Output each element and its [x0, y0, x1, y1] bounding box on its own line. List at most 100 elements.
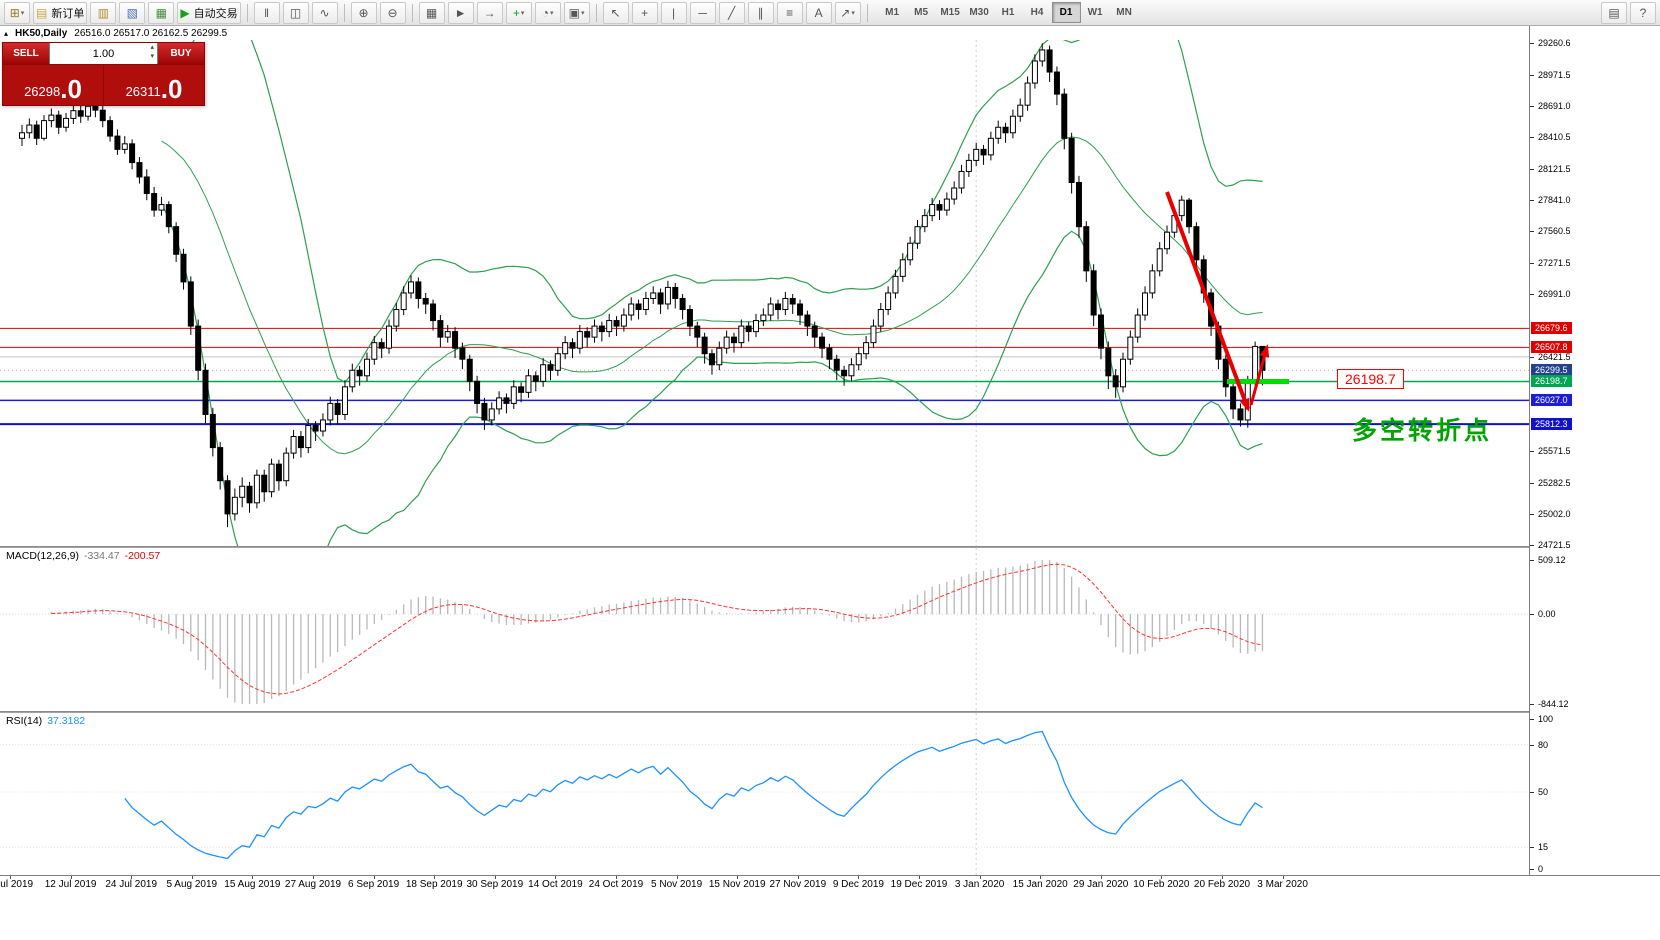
market-watch-icon[interactable]: ▥ — [90, 1, 117, 24]
toolbar-separator — [343, 3, 345, 22]
timeframe-d1[interactable]: D1 — [1051, 2, 1081, 23]
window-list-icon[interactable]: ▤ — [1601, 1, 1627, 24]
help-icon[interactable]: ? — [1630, 1, 1656, 24]
buy-price-frac: .0 — [160, 74, 183, 105]
fibonacci-icon[interactable]: ≡ — [776, 1, 803, 24]
new-chart-icon[interactable]: ⊞ ▾ — [4, 1, 30, 24]
one-click-toggle-icon[interactable]: ▴ — [4, 28, 9, 38]
date-tick — [1100, 876, 1102, 879]
timeframe-m5[interactable]: M5 — [914, 7, 929, 18]
periods-icon[interactable]: ◔ ▾ — [534, 1, 561, 24]
time-scale[interactable]: 2 Jul 2019 12 Jul 2019 24 Jul 2019 5 Aug 20… — [0, 875, 1660, 894]
rsi-panel-chart[interactable] — [0, 713, 1529, 875]
price-scale-label: 28971.5 — [1538, 70, 1571, 81]
text-icon[interactable]: A — [805, 1, 832, 24]
sell-button[interactable]: SELL — [3, 43, 49, 64]
scale-tick — [1530, 169, 1534, 171]
timeframe-m1[interactable]: M1 — [885, 7, 900, 18]
timeframe-w1[interactable]: W1 — [1087, 7, 1103, 18]
scale-tick — [1530, 106, 1534, 108]
crosshair-icon[interactable]: + — [631, 1, 658, 24]
scale-tick — [1530, 450, 1534, 452]
toolbar-separator — [595, 3, 597, 22]
horizontal-line-icon[interactable]: ─ — [689, 1, 716, 24]
date-label: 15 Nov 2019 — [708, 879, 766, 890]
date-label: 3 Jan 2020 — [954, 879, 1005, 890]
date-label: 5 Nov 2019 — [651, 879, 703, 890]
volume-down-icon[interactable]: ▾ — [150, 53, 154, 60]
new-order-button[interactable]: ▤ 新订单 — [33, 1, 88, 24]
timeframe-m15[interactable]: M15 — [940, 7, 960, 18]
cursor-icon[interactable]: ↖ — [602, 1, 629, 24]
terminal-icon[interactable]: ▦ — [148, 1, 175, 24]
buy-button[interactable]: BUY — [158, 43, 204, 64]
timeframe-h4[interactable]: H4 — [1030, 7, 1044, 18]
tile-windows-icon[interactable]: ▦ — [418, 1, 445, 24]
chart-shift-icon[interactable]: → — [476, 1, 503, 24]
date-tick — [1282, 876, 1284, 879]
price-tag: 26679.6 — [1531, 322, 1572, 335]
panel-separator[interactable] — [0, 711, 1660, 713]
rsi-scale-label: 80 — [1538, 739, 1549, 750]
arrow-tools-icon[interactable]: ↗ ▾ — [834, 1, 861, 24]
price-scale-label: 25571.5 — [1538, 445, 1571, 456]
templates-icon[interactable]: ▣ ▾ — [563, 1, 590, 24]
auto-scroll-icon[interactable]: ► — [447, 1, 474, 24]
one-click-trading-panel: SELL 1.00 ▴ ▾ BUY 26298.0 26311.0 — [2, 42, 205, 106]
scale-tick — [1530, 869, 1534, 870]
panel-separator[interactable] — [0, 546, 1660, 548]
candlestick-chart-icon[interactable]: ◫ — [282, 1, 309, 24]
price-scale[interactable]: 29260.6 28971.5 28691.0 28410.5 28121.5 27841… — [1529, 26, 1660, 875]
trendline-icon[interactable]: ╱ — [718, 1, 745, 24]
timeframe-h1[interactable]: H1 — [1001, 7, 1015, 18]
zoom-in-icon[interactable]: ⊕ — [350, 1, 377, 24]
date-label: 14 Oct 2019 — [528, 879, 583, 890]
price-scale-label: 28121.5 — [1538, 164, 1571, 175]
volume-input[interactable]: 1.00 ▴ ▾ — [49, 43, 158, 64]
buy-price[interactable]: 26311.0 — [103, 65, 204, 105]
scale-tick — [1530, 792, 1534, 793]
main-chart[interactable] — [0, 40, 1529, 547]
date-tick — [373, 876, 375, 879]
price-tag: 25812.3 — [1531, 418, 1572, 431]
macd-signal-line — [51, 563, 1263, 695]
indicators-icon[interactable]: + ▾ — [505, 1, 532, 24]
price-annotation-label[interactable]: 26198.7 — [1337, 369, 1404, 389]
zoom-out-icon[interactable]: ⊖ — [379, 1, 406, 24]
date-label: 15 Jan 2020 — [1012, 879, 1068, 890]
date-tick — [131, 876, 133, 879]
line-chart-icon[interactable]: ∿ — [311, 1, 338, 24]
date-tick — [191, 876, 193, 879]
date-tick — [858, 876, 860, 879]
timeframe-m30[interactable]: M30 — [969, 7, 989, 18]
date-label: 3 Mar 2020 — [1257, 879, 1308, 890]
bar-chart-icon[interactable]: ‖ — [253, 1, 280, 24]
volume-up-icon[interactable]: ▴ — [150, 44, 154, 51]
scale-tick — [1530, 482, 1534, 484]
toolbar-right-buttons: ▤? — [1600, 1, 1657, 24]
bounce-up-arrow — [1249, 344, 1270, 406]
macd-name: MACD(12,26,9) — [6, 550, 79, 562]
autotrade-button[interactable]: ▶ 自动交易 — [177, 1, 241, 24]
date-tick — [70, 876, 72, 879]
buy-price-main: 26311 — [125, 84, 161, 99]
sell-price[interactable]: 26298.0 — [3, 65, 103, 105]
price-tag: 26507.8 — [1531, 341, 1572, 354]
date-label: 18 Sep 2019 — [405, 879, 463, 890]
date-tick — [979, 876, 981, 879]
vertical-line-icon[interactable]: | — [660, 1, 687, 24]
turning-point-text[interactable]: 多空转折点 — [1352, 417, 1493, 445]
scale-tick — [1530, 560, 1534, 561]
date-label: 5 Aug 2019 — [166, 879, 218, 890]
date-label: 24 Jul 2019 — [105, 879, 158, 890]
channel-icon[interactable]: ∥ — [747, 1, 774, 24]
rsi-scale-label: 0 — [1538, 864, 1544, 874]
scale-tick — [1530, 293, 1534, 295]
macd-panel-chart[interactable] — [0, 548, 1529, 710]
scale-tick — [1530, 847, 1534, 849]
navigator-icon[interactable]: ▧ — [119, 1, 146, 24]
macd-signal-value: -200.57 — [124, 550, 161, 562]
toolbar-separator — [246, 3, 248, 22]
timeframe-mn[interactable]: MN — [1116, 7, 1132, 18]
date-tick — [616, 876, 617, 879]
